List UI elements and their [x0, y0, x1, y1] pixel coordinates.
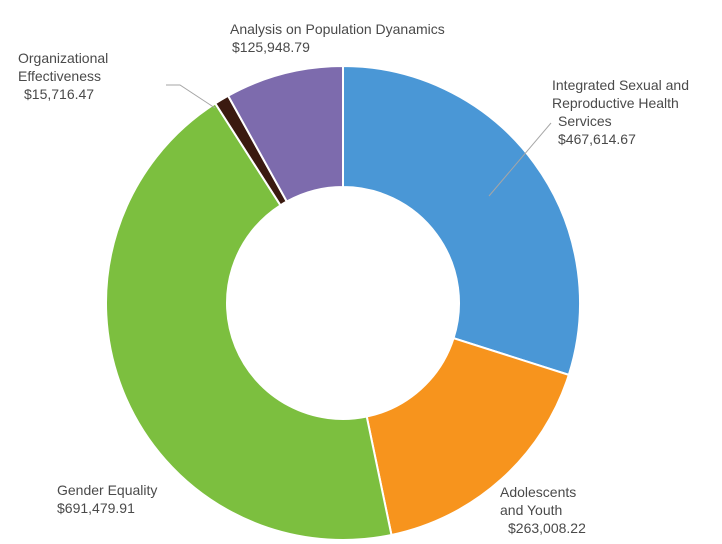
slice-isrh	[342, 64, 581, 377]
leader-line-isrh	[488, 122, 552, 197]
label-youth: Adolescents and Youth $263,008.22	[500, 483, 586, 537]
label-youth-line2: and Youth	[500, 502, 563, 518]
label-gender: Gender Equality $691,479.91	[57, 481, 157, 517]
label-org: Organizational Effectiveness $15,716.47	[18, 49, 108, 103]
label-pop-line1: Analysis on Population Dyanamics	[230, 21, 445, 37]
label-org-line2: Effectiveness	[18, 68, 102, 84]
label-youth-value: $263,008.22	[508, 520, 586, 536]
label-youth-line1: Adolescents	[500, 484, 577, 500]
slice-pop	[226, 64, 344, 203]
label-pop: Analysis on Population Dyanamics $125,94…	[230, 20, 445, 56]
slice-youth	[365, 336, 571, 537]
label-isrh-line3: Services	[558, 113, 612, 129]
slice-gender	[105, 101, 393, 541]
label-isrh: Integrated Sexual and Reproductive Healt…	[552, 76, 689, 148]
label-isrh-line2: Reproductive Health	[552, 95, 679, 111]
label-pop-value: $125,948.79	[232, 39, 310, 55]
leader-line-org	[166, 84, 216, 109]
label-gender-line1: Gender Equality	[57, 482, 158, 498]
label-org-value: $15,716.47	[24, 86, 95, 102]
label-gender-value: $691,479.91	[57, 500, 135, 516]
label-org-line1: Organizational	[18, 50, 109, 66]
label-isrh-value: $467,614.67	[558, 131, 636, 147]
label-isrh-line1: Integrated Sexual and	[552, 77, 689, 93]
